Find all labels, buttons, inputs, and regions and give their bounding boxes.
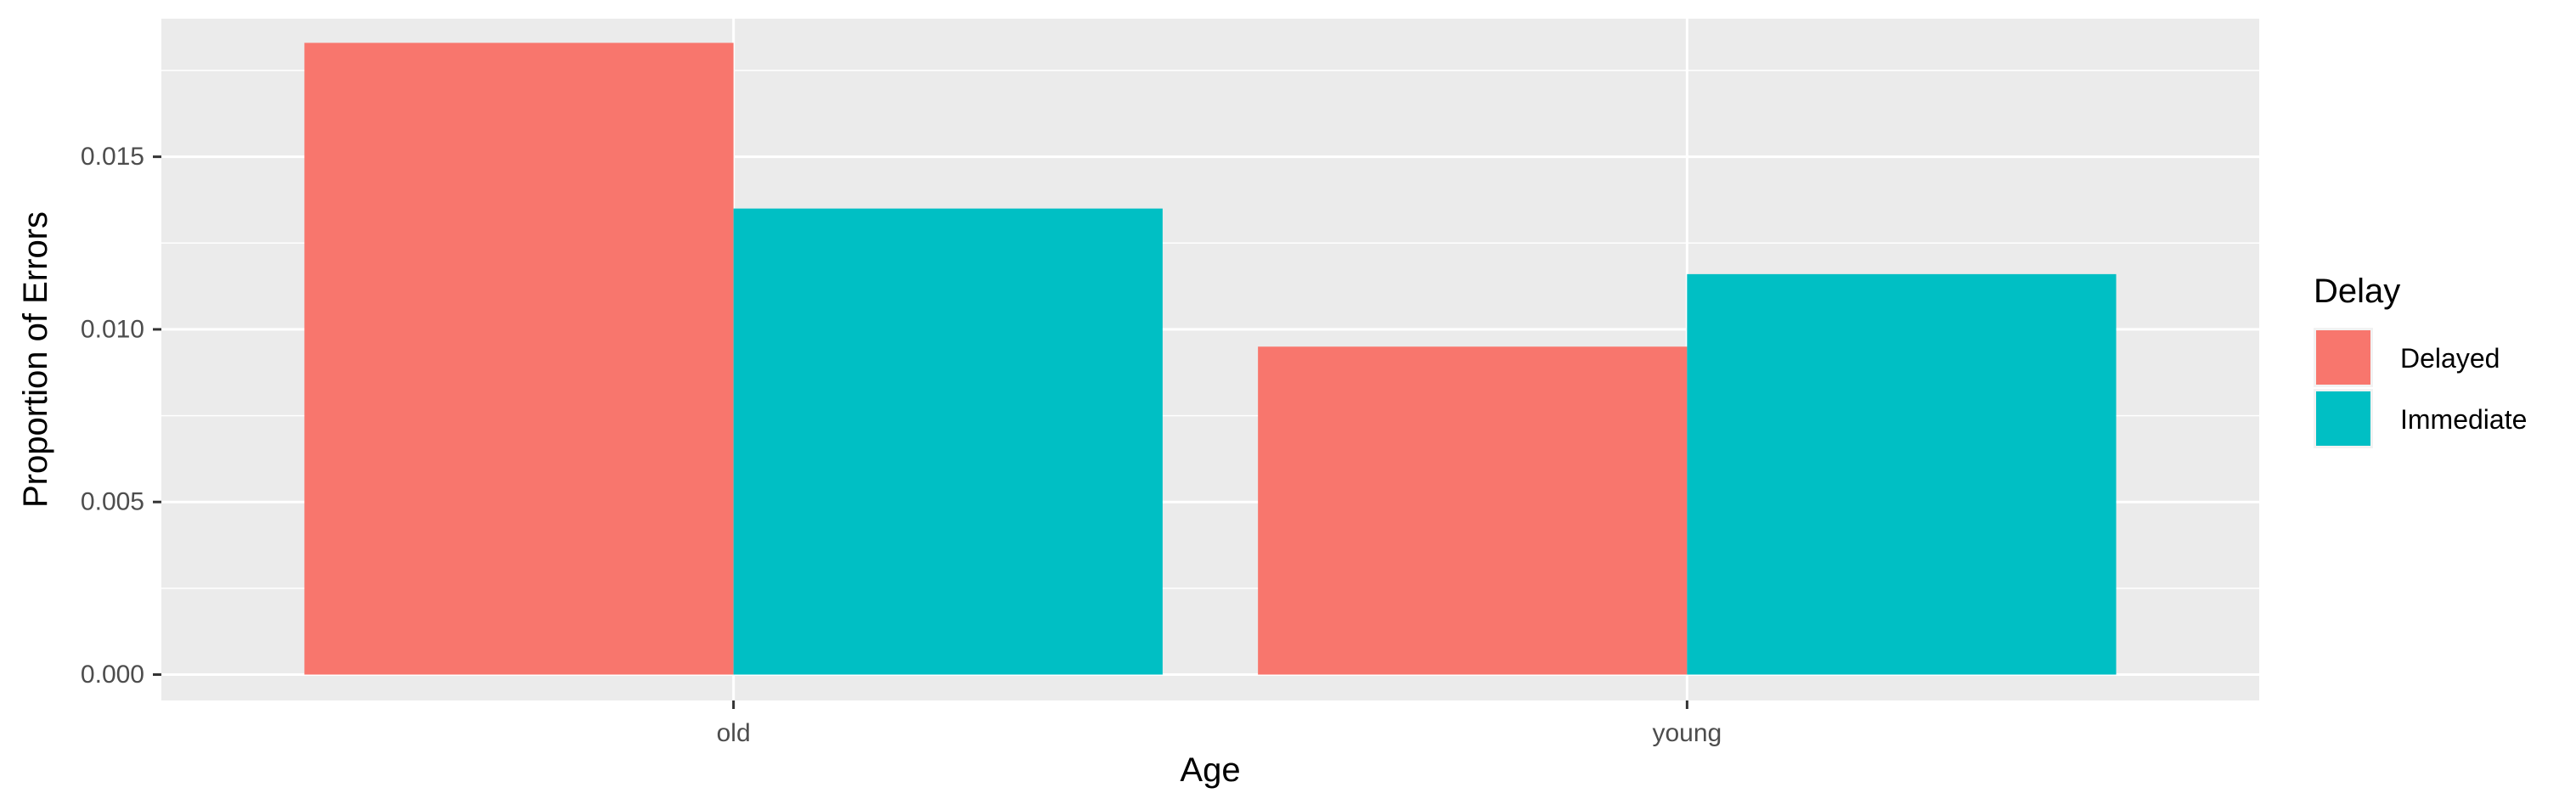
x-tick-label: old	[717, 719, 751, 747]
y-tick-label: 0.015	[81, 143, 144, 171]
bar-young-delayed	[1258, 346, 1688, 675]
y-tick-label: 0.005	[81, 488, 144, 516]
bar-young-immediate	[1687, 273, 2117, 675]
y-tick-label: 0.000	[81, 661, 144, 689]
y-axis-title: Proportion of Errors	[17, 211, 54, 508]
legend-label-delayed: Delayed	[2400, 343, 2500, 374]
x-tick-label: young	[1652, 719, 1722, 747]
bar-old-delayed	[304, 42, 734, 675]
legend-title: Delay	[2314, 273, 2400, 310]
bar-old-immediate	[733, 208, 1163, 675]
legend-swatch-delayed	[2316, 330, 2370, 385]
legend-swatch-immediate	[2316, 391, 2370, 446]
legend: Delay Delayed Immediate	[2314, 273, 2527, 448]
x-axis-title: Age	[1180, 751, 1240, 789]
y-axis: 0.000 0.005 0.010 0.015	[81, 143, 161, 689]
y-tick-label: 0.010	[81, 315, 144, 343]
legend-label-immediate: Immediate	[2400, 404, 2527, 435]
bars	[304, 42, 2117, 675]
x-axis: old young	[717, 700, 1722, 747]
